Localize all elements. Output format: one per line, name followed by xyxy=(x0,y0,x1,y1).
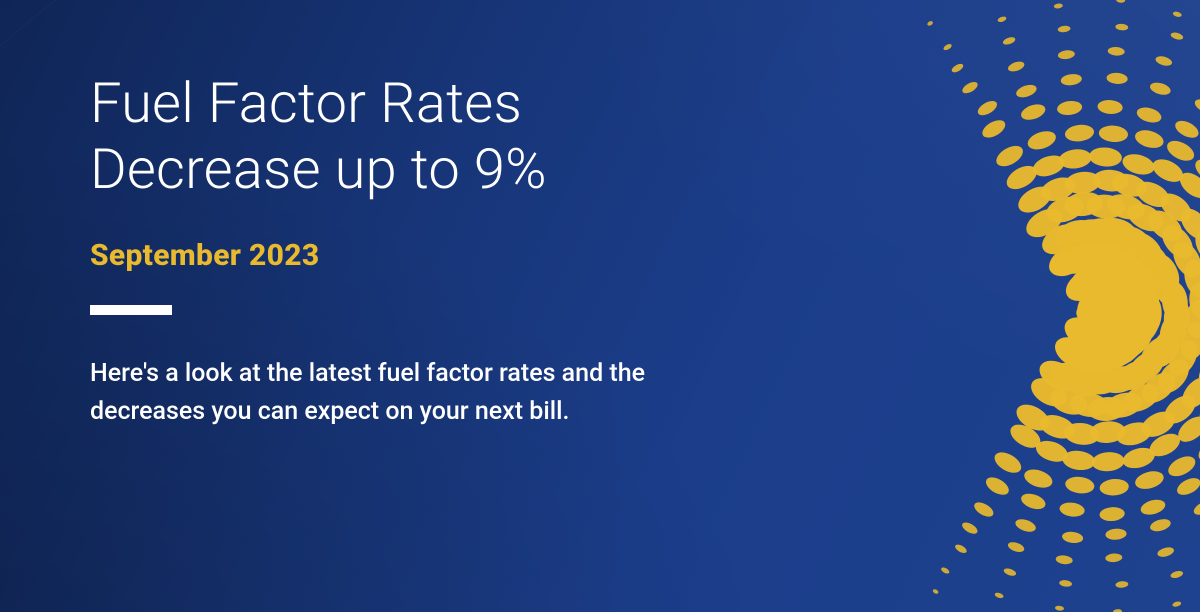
body-text: Here's a look at the latest fuel factor … xyxy=(90,355,730,430)
content-block: Fuel Factor Rates Decrease up to 9% Sept… xyxy=(90,70,730,430)
date-label: September 2023 xyxy=(90,238,730,273)
headline-line-2: Decrease up to 9% xyxy=(90,136,547,202)
headline-line-1: Fuel Factor Rates xyxy=(90,70,522,136)
banner: Fuel Factor Rates Decrease up to 9% Sept… xyxy=(0,0,1200,612)
halftone-sphere-icon xyxy=(740,0,1200,612)
divider xyxy=(90,305,172,315)
headline: Fuel Factor Rates Decrease up to 9% xyxy=(90,70,730,202)
